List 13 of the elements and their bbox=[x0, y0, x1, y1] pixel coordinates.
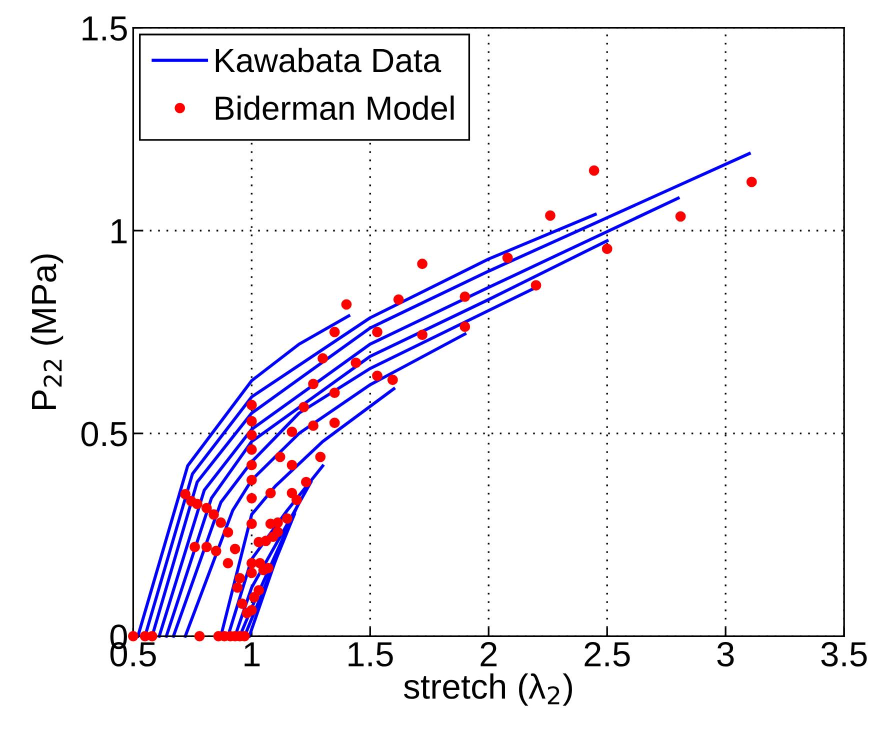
y-tick-label: 1.5 bbox=[82, 16, 127, 41]
legend-label: Kawabata Data bbox=[216, 48, 442, 72]
x-tick-label: 2 bbox=[480, 642, 497, 666]
x-axis-title: stretch (λ$_{2}$) bbox=[404, 673, 572, 706]
x-tick-label: 3 bbox=[717, 642, 734, 667]
y-tick-label: 0.5 bbox=[81, 422, 127, 446]
x-tick-label: 1.5 bbox=[348, 642, 393, 667]
x-tick-label: 3.5 bbox=[821, 642, 867, 667]
y-axis-title: P$_{22}$ (MPa) bbox=[30, 254, 64, 410]
legend-label: Biderman Model bbox=[216, 96, 454, 120]
x-tick-label: 1 bbox=[244, 642, 260, 666]
x-tick-label: 2.5 bbox=[584, 642, 630, 667]
y-tick-label: 1 bbox=[112, 219, 127, 244]
